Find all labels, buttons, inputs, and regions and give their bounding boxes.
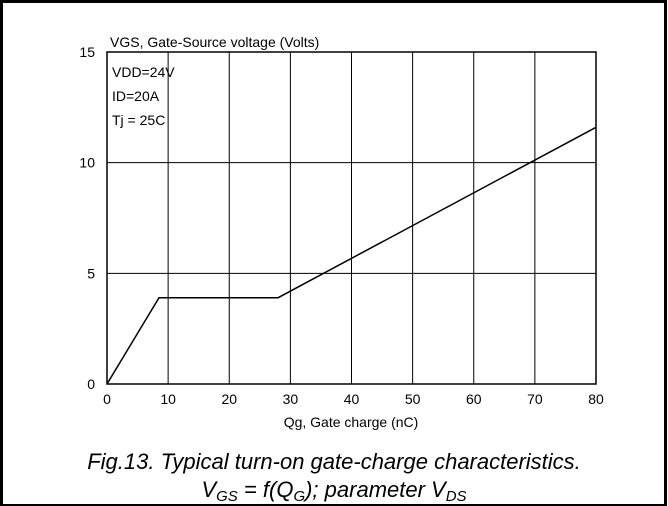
figure-caption: Fig.13. Typical turn-on gate-charge char… (0, 448, 668, 504)
x-tick-label: 50 (405, 391, 421, 407)
x-tick-label: 80 (588, 391, 604, 407)
caption-sub-ds: DS (445, 488, 467, 505)
y-tick-label: 10 (79, 155, 95, 171)
caption-v: V (201, 477, 217, 502)
x-tick-label: 30 (283, 391, 299, 407)
condition-label: Tj = 25C (112, 112, 165, 128)
x-tick-label: 40 (344, 391, 360, 407)
y-tick-label: 15 (79, 44, 95, 60)
x-tick-label: 10 (160, 391, 176, 407)
caption-sub-gs: GS (216, 488, 238, 505)
caption-sub-g: G (293, 488, 306, 505)
x-tick-label: 0 (103, 391, 111, 407)
y-axis-label: VGS, Gate-Source voltage (Volts) (110, 34, 319, 50)
y-tick-label: 0 (87, 376, 95, 392)
caption-fq: = f(Q (237, 477, 294, 502)
caption-param: ); parameter V (305, 477, 446, 502)
test-conditions: VDD=24V ID=20A Tj = 25C (112, 64, 175, 128)
x-tick-label: 70 (527, 391, 543, 407)
caption-line-2: VGS = f(QG); parameter VDS (0, 476, 668, 504)
x-tick-label: 60 (466, 391, 482, 407)
vgs-series-line (106, 126, 597, 385)
x-tick-label: 20 (221, 391, 237, 407)
grid-lines (106, 51, 597, 385)
x-axis-label: Qg, Gate charge (nC) (284, 414, 419, 430)
x-tick-labels: 0 10 20 30 40 50 60 70 80 (103, 391, 604, 407)
condition-label: VDD=24V (112, 64, 175, 80)
caption-line-1: Fig.13. Typical turn-on gate-charge char… (87, 449, 581, 474)
y-tick-label: 5 (87, 265, 95, 281)
plot-area-border (106, 51, 597, 385)
y-tick-labels: 0 5 10 15 (79, 44, 95, 392)
condition-label: ID=20A (112, 88, 160, 104)
